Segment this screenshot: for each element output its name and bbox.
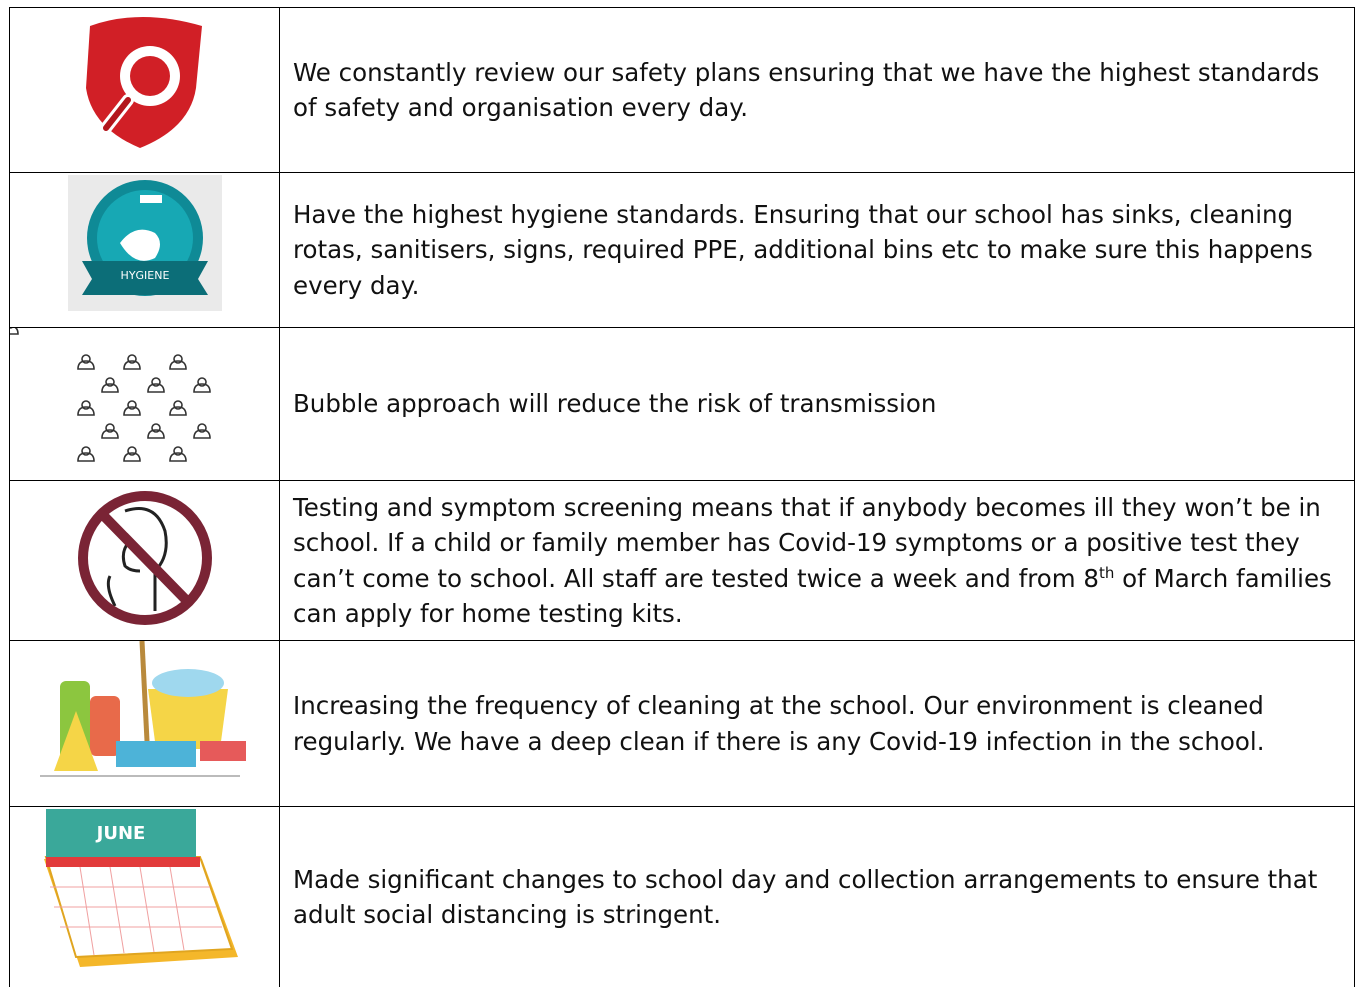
icon-cell	[10, 641, 280, 806]
bubble-icon	[10, 328, 211, 462]
icon-cell: HYGIENE	[10, 173, 280, 327]
table-row: We constantly review our safety plans en…	[9, 7, 1355, 172]
row-text: Have the highest hygiene standards. Ensu…	[293, 173, 1342, 327]
row-text: We constantly review our safety plans en…	[293, 8, 1342, 172]
table: We constantly review our safety plans en…	[9, 7, 1355, 987]
table-row: HYGIENE Have the highest hygiene standar…	[9, 172, 1355, 327]
superscript: th	[1099, 563, 1115, 582]
text: We constantly review our safety plans en…	[293, 57, 1320, 123]
row-text: Increasing the frequency of cleaning at …	[293, 641, 1342, 806]
icon-cell: JUNE	[10, 807, 280, 987]
icon-cell	[10, 8, 280, 172]
icon-cell	[10, 328, 280, 480]
cleaning-icon	[40, 641, 246, 777]
text: Testing and symptom screening means that…	[293, 490, 1342, 632]
row-text: Made significant changes to school day a…	[293, 807, 1342, 987]
table-row: Testing and symptom screening means that…	[9, 480, 1355, 640]
text: of March families can apply for home tes…	[293, 563, 1332, 629]
hygiene-icon: HYGIENE	[68, 175, 222, 311]
text: Bubble approach will reduce the risk of …	[293, 389, 937, 419]
safety-shield-icon	[86, 17, 202, 148]
text: Have the highest hygiene standards. Ensu…	[293, 199, 1313, 300]
table-row: Increasing the frequency of cleaning at …	[9, 640, 1355, 806]
icon-label: HYGIENE	[121, 269, 170, 282]
no-cough-icon	[78, 491, 212, 625]
calendar-icon: JUNE	[44, 809, 238, 967]
text: Increasing the frequency of cleaning at …	[293, 691, 1265, 756]
row-text: Testing and symptom screening means that…	[293, 481, 1342, 640]
icon-cell	[10, 481, 280, 640]
icon-label: JUNE	[95, 823, 146, 844]
table-row: Bubble approach will reduce the risk of …	[9, 327, 1355, 480]
text: Made significant changes to school day a…	[293, 864, 1318, 930]
text: Testing and symptom screening means that…	[293, 492, 1321, 593]
table-row: JUNE Made significant changes to school …	[9, 806, 1355, 987]
row-text: Bubble approach will reduce the risk of …	[293, 328, 1342, 480]
